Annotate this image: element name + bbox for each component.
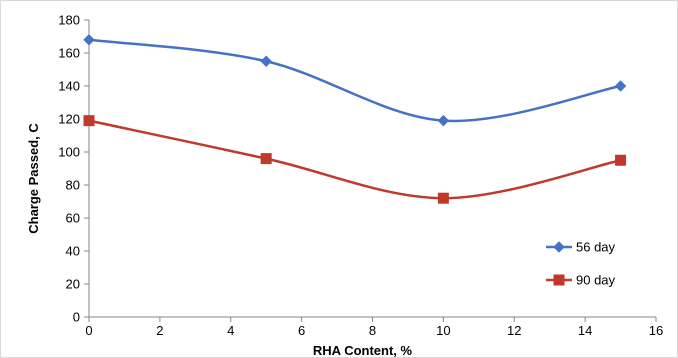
- y-tick-label: 60: [66, 211, 80, 226]
- data-point-56-day: [260, 55, 272, 67]
- x-tick-label: 12: [507, 323, 521, 338]
- x-axis-title: RHA Content, %: [313, 343, 413, 358]
- y-tick-label: 160: [58, 46, 80, 61]
- y-tick-label: 80: [66, 178, 80, 193]
- x-tick-label: 8: [369, 323, 376, 338]
- x-tick-label: 2: [156, 323, 163, 338]
- y-tick-label: 40: [66, 244, 80, 259]
- y-tick-label: 100: [58, 145, 80, 160]
- labels-layer: RHA Content, % Charge Passed, C: [26, 123, 413, 358]
- x-tick-label: 16: [649, 323, 663, 338]
- legend-marker-56-day: [553, 241, 565, 253]
- x-tick-label: 4: [227, 323, 234, 338]
- legend-item-56-day: 56 day: [546, 240, 616, 255]
- y-tick-label: 120: [58, 112, 80, 127]
- series-line-90-day: [87, 119, 622, 200]
- x-tick-label: 0: [85, 323, 92, 338]
- legend: 56 day 90 day: [546, 240, 616, 288]
- series-line-56-day: [87, 38, 622, 123]
- x-tick-label: 10: [436, 323, 450, 338]
- data-point-56-day: [437, 114, 450, 127]
- data-point-56-day: [83, 34, 95, 46]
- data-point-90-day: [615, 154, 627, 166]
- y-tick-label: 140: [58, 79, 80, 94]
- series-layer: [83, 34, 627, 204]
- y-tick-label: 180: [58, 13, 80, 28]
- legend-label-90-day: 90 day: [576, 273, 616, 288]
- y-tick-label: 0: [73, 310, 80, 325]
- data-point-90-day: [437, 192, 449, 204]
- axes: 0 20 40 60 80 100 120 140 160 180 0 2 4 6 8 10 12 14 16: [58, 13, 663, 339]
- x-tick-label: 14: [578, 323, 592, 338]
- series-56-day: [83, 34, 627, 127]
- y-tick-label: 20: [66, 277, 80, 292]
- x-tick-label: 6: [298, 323, 305, 338]
- legend-label-56-day: 56 day: [576, 240, 616, 255]
- data-point-56-day: [614, 80, 627, 92]
- series-90-day: [83, 115, 627, 204]
- legend-marker-90-day: [553, 274, 565, 286]
- legend-item-90-day: 90 day: [546, 273, 616, 288]
- data-point-90-day: [83, 115, 95, 127]
- y-axis-title: Charge Passed, C: [26, 123, 41, 234]
- data-point-90-day: [260, 153, 272, 165]
